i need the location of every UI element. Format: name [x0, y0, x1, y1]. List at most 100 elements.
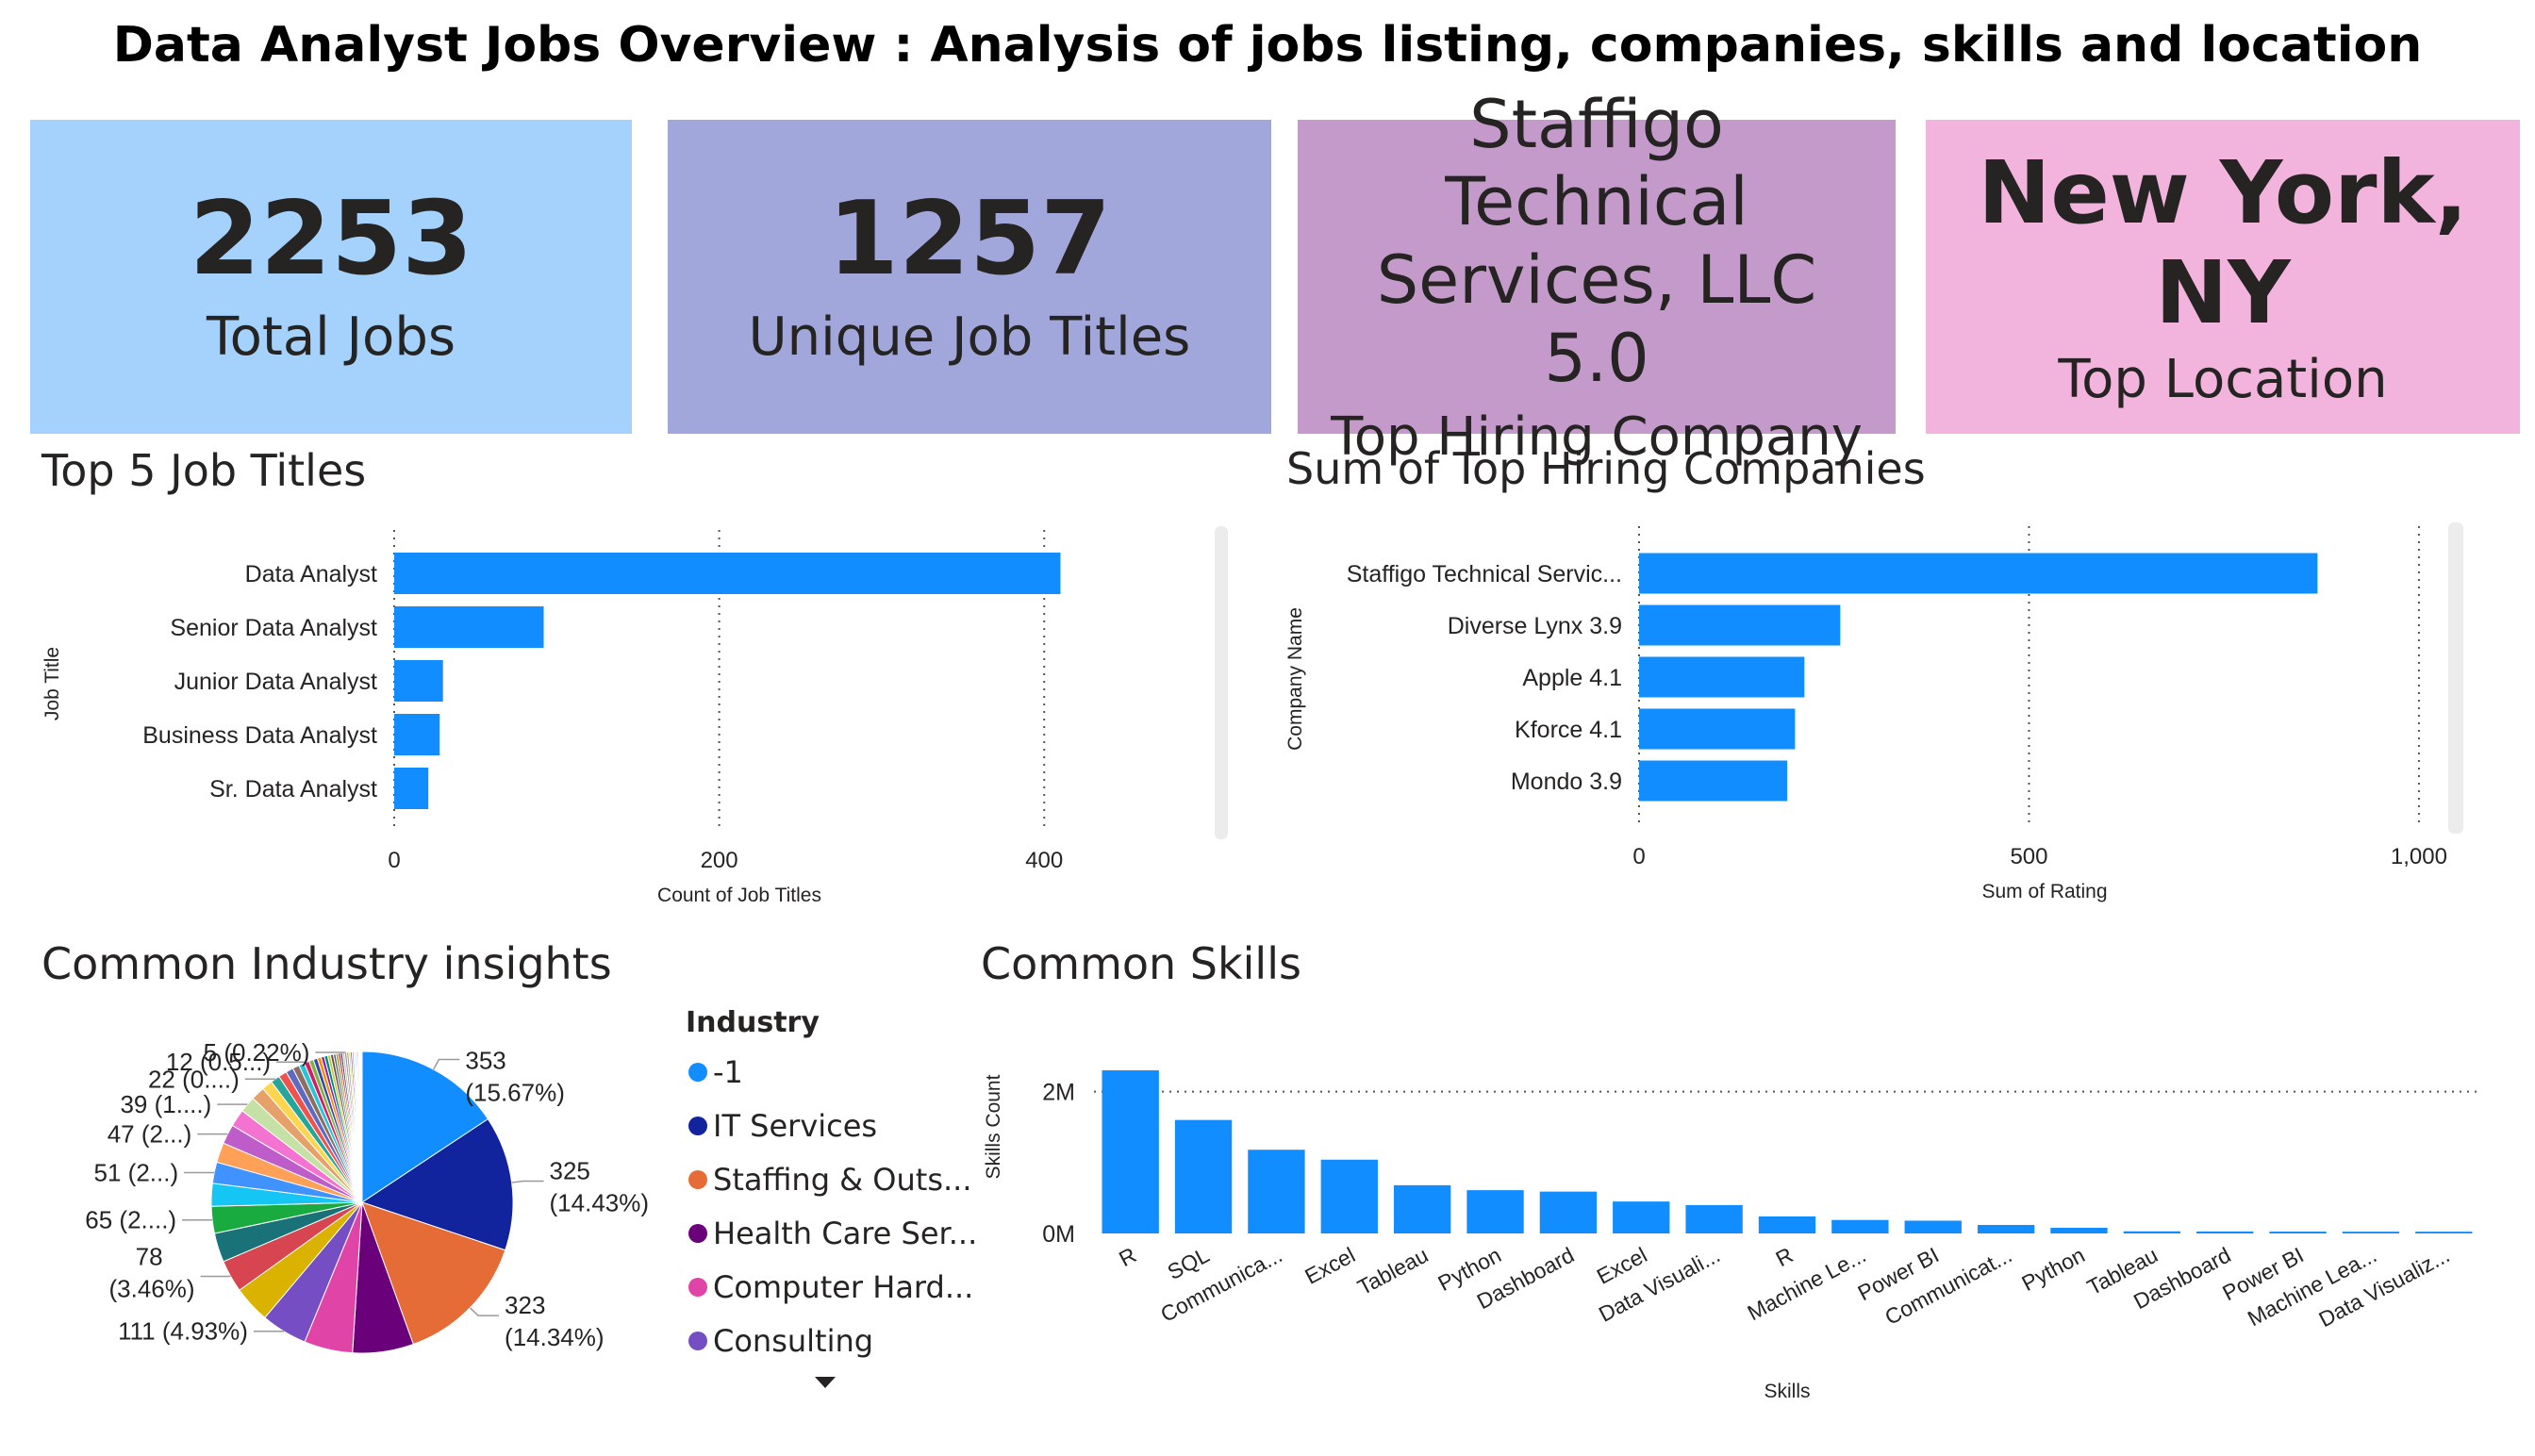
- category-label: Tableau: [1353, 1242, 1432, 1299]
- legend-label: -1: [713, 1054, 743, 1090]
- bar[interactable]: [1639, 656, 1805, 698]
- y-tick-label: 0M: [1042, 1221, 1075, 1248]
- bar[interactable]: [1539, 1191, 1598, 1233]
- kpi-card-top-location[interactable]: New York, NY Top Location: [1926, 120, 2520, 434]
- kpi-label: Top Hiring Company: [1331, 406, 1863, 469]
- bar[interactable]: [1904, 1220, 1962, 1233]
- kpi-card-unique-titles[interactable]: 1257 Unique Job Titles: [668, 120, 1271, 434]
- bar[interactable]: [1639, 760, 1788, 802]
- legend-dot-icon: [688, 1278, 707, 1297]
- section-title-companies: Sum of Top Hiring Companies: [1286, 443, 1926, 494]
- category-label: Diverse Lynx 3.9: [1448, 613, 1622, 639]
- slice-label: (14.34%): [505, 1323, 605, 1351]
- bar[interactable]: [1639, 553, 2318, 594]
- kpi-value: 1257: [827, 180, 1112, 299]
- x-axis-label: Skills: [1764, 1381, 1810, 1402]
- bar[interactable]: [1248, 1150, 1305, 1233]
- bar[interactable]: [1639, 604, 1841, 646]
- y-axis-label: Job Title: [41, 647, 63, 720]
- section-title-job-titles: Top 5 Job Titles: [41, 445, 367, 496]
- bar[interactable]: [394, 660, 443, 702]
- bar[interactable]: [1613, 1201, 1670, 1233]
- kpi-card-top-company[interactable]: Staffigo Technical Services, LLC 5.0 Top…: [1298, 86, 1896, 468]
- x-tick-label: 0: [388, 848, 400, 873]
- x-axis-label: Count of Job Titles: [657, 885, 821, 906]
- category-label: R: [1115, 1242, 1140, 1271]
- legend-item[interactable]: Health Care Ser...: [688, 1216, 977, 1251]
- bar[interactable]: [1320, 1159, 1378, 1233]
- legend-more-arrow-icon[interactable]: [815, 1377, 836, 1388]
- pie-slice[interactable]: [360, 1051, 363, 1203]
- bar[interactable]: [394, 714, 440, 755]
- category-label: Machine Le...: [1744, 1242, 1870, 1325]
- companies-bar-chart[interactable]: 0 500 1,000 Staffigo Technical Servic... Div…: [1264, 509, 2509, 924]
- slice-label: (15.67%): [465, 1078, 564, 1106]
- category-label: Sr. Data Analyst: [209, 776, 377, 802]
- leader-line: [469, 1307, 500, 1316]
- bar[interactable]: [2050, 1227, 2108, 1233]
- legend-label: IT Services: [713, 1108, 878, 1144]
- bar[interactable]: [1102, 1070, 1159, 1233]
- section-title-industry: Common Industry insights: [41, 938, 612, 989]
- slice-label: 51 (2...): [94, 1158, 179, 1186]
- legend-item[interactable]: IT Services: [688, 1108, 877, 1144]
- bar[interactable]: [1639, 708, 1796, 750]
- legend-label: Health Care Ser...: [713, 1216, 978, 1251]
- legend-dot-icon: [688, 1170, 707, 1189]
- legend-label: Staffing & Outs...: [713, 1162, 972, 1198]
- x-tick-label: 1,000: [2391, 844, 2447, 869]
- kpi-label: Total Jobs: [206, 306, 456, 368]
- industry-pie-chart[interactable]: 353 (15.67%) 325 (14.43%) 323 (14.34%) 111 (4.…: [0, 1000, 679, 1396]
- bar[interactable]: [2196, 1231, 2254, 1233]
- category-label: Excel: [1301, 1242, 1359, 1288]
- leader-line: [433, 1058, 460, 1070]
- category-label: Apple 4.1: [1522, 665, 1622, 691]
- legend-dot-icon: [688, 1332, 707, 1350]
- slice-label: (3.46%): [109, 1274, 195, 1302]
- y-tick-label: 2M: [1042, 1080, 1075, 1106]
- bar[interactable]: [2269, 1232, 2327, 1233]
- bar[interactable]: [1393, 1184, 1451, 1233]
- category-label: R: [1771, 1242, 1797, 1271]
- x-tick-label: 500: [2010, 844, 2047, 869]
- kpi-label: Unique Job Titles: [748, 306, 1191, 368]
- kpi-card-total-jobs[interactable]: 2253 Total Jobs: [30, 120, 632, 434]
- bar[interactable]: [2342, 1232, 2400, 1233]
- bar[interactable]: [1758, 1216, 1816, 1233]
- bar[interactable]: [1685, 1204, 1743, 1233]
- slice-label: 47 (2...): [108, 1120, 192, 1149]
- category-label: Data Analyst: [245, 561, 377, 587]
- category-label: Python: [2017, 1242, 2088, 1296]
- category-label: Senior Data Analyst: [170, 615, 377, 641]
- bar[interactable]: [394, 768, 429, 809]
- x-tick-label: 200: [701, 848, 738, 873]
- category-label: Junior Data Analyst: [174, 669, 377, 695]
- x-tick-label: 0: [1632, 844, 1645, 869]
- legend-item[interactable]: Staffing & Outs...: [688, 1162, 972, 1198]
- slice-label: 5 (0.22%): [204, 1038, 310, 1067]
- bar[interactable]: [1466, 1190, 1524, 1233]
- companies-scrollbar[interactable]: [2448, 522, 2463, 834]
- bar[interactable]: [1831, 1219, 1889, 1233]
- bar[interactable]: [1977, 1224, 2035, 1233]
- bar[interactable]: [394, 606, 544, 648]
- category-label: Business Data Analyst: [142, 722, 377, 749]
- pie-slice[interactable]: [361, 1051, 489, 1203]
- bar[interactable]: [2123, 1231, 2181, 1233]
- bar[interactable]: [394, 553, 1061, 594]
- job-titles-bar-chart[interactable]: 0 200 400 Data Analyst Senior Data Analyst Ju…: [0, 509, 1264, 924]
- bar[interactable]: [2415, 1232, 2473, 1233]
- y-axis-label: Skills Count: [983, 1074, 1004, 1179]
- kpi-value: New York, NY: [1978, 142, 2468, 343]
- slice-label: 323: [505, 1291, 545, 1319]
- legend-item[interactable]: Computer Hard...: [688, 1269, 973, 1305]
- category-label: Mondo 3.9: [1511, 769, 1622, 795]
- legend-item[interactable]: -1: [688, 1054, 743, 1090]
- job-titles-scrollbar[interactable]: [1215, 526, 1228, 839]
- legend-dot-icon: [688, 1117, 707, 1135]
- legend-item[interactable]: Consulting: [688, 1323, 873, 1359]
- bar[interactable]: [1174, 1119, 1233, 1233]
- leader-line: [511, 1180, 544, 1183]
- kpi-label: Top Location: [2058, 348, 2388, 410]
